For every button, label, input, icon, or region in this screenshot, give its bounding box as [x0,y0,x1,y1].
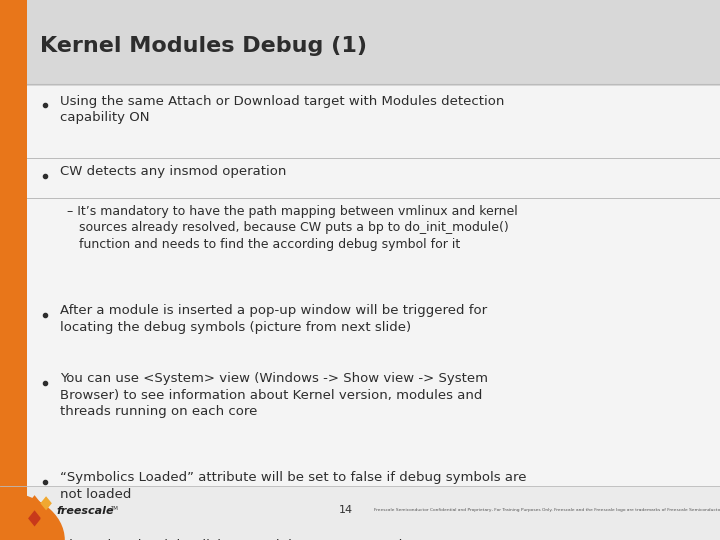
Polygon shape [28,510,41,526]
Text: Freescale Semiconductor Confidential and Proprietary, For Training Purposes Only: Freescale Semiconductor Confidential and… [374,508,720,512]
Bar [0,0,27,540]
Text: – It’s mandatory to have the path mapping between vmlinux and kernel
   sources : – It’s mandatory to have the path mappin… [67,205,518,251]
Text: TM: TM [110,506,118,511]
Text: You can use <System> view (Windows -> Show view -> System
Browser) to see inform: You can use <System> view (Windows -> Sh… [60,372,487,418]
Text: Kernel Modules Debug (1): Kernel Modules Debug (1) [40,36,366,56]
Wedge shape [0,491,65,540]
Bar [0,486,720,540]
Text: CW detects any insmod operation: CW detects any insmod operation [60,165,286,178]
Polygon shape [28,495,41,511]
Text: “Symbolics Loaded” attribute will be set to false if debug symbols are
not loade: “Symbolics Loaded” attribute will be set… [60,471,526,501]
Text: After a module is inserted a pop-up window will be triggered for
locating the de: After a module is inserted a pop-up wind… [60,304,487,334]
Polygon shape [40,511,52,525]
Bar [27,86,720,486]
Text: 14: 14 [338,505,353,515]
Text: Using the same Attach or Download target with Modules detection
capability ON: Using the same Attach or Download target… [60,94,504,124]
Polygon shape [40,496,52,510]
Text: freescale: freescale [56,506,114,516]
Bar [27,0,720,86]
